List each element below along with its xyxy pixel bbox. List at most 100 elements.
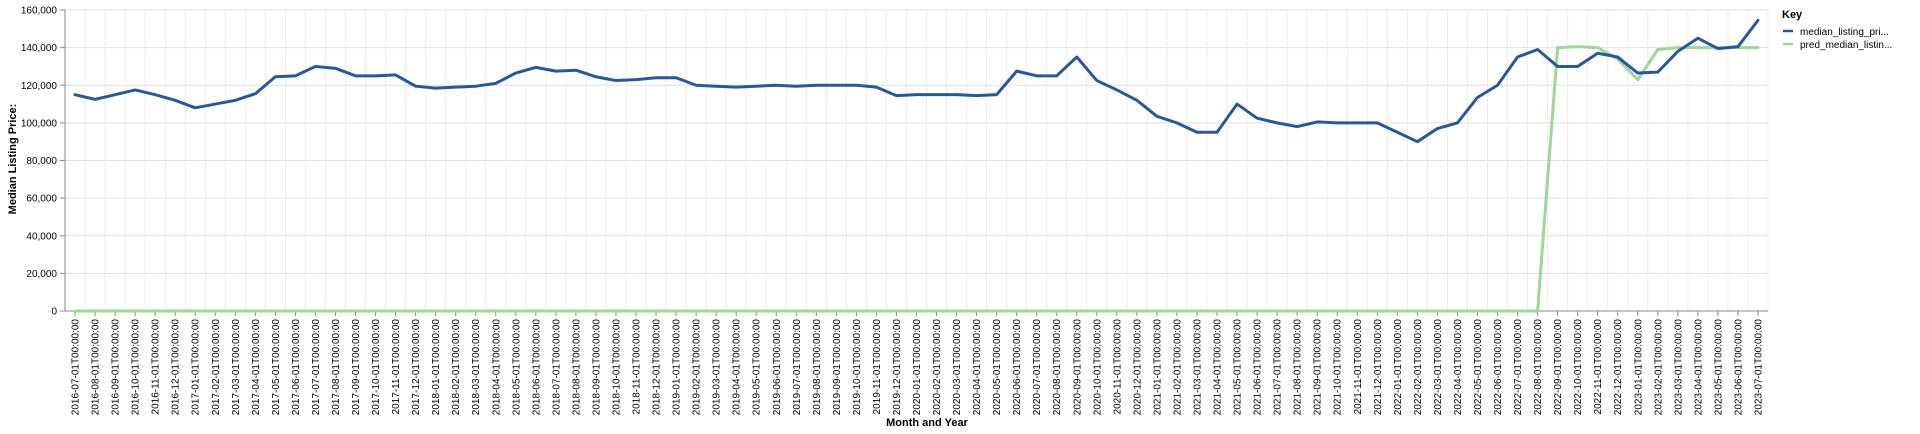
series-line-pred-median-listing-price xyxy=(73,45,1760,313)
series-lines xyxy=(73,18,1760,313)
x-tick-label: 2019-02-01T00:00:00 xyxy=(692,319,703,416)
x-tick-label: 2018-12-01T00:00:00 xyxy=(652,319,663,416)
x-tick-label: 2022-07-01T00:00:00 xyxy=(1513,319,1524,416)
x-tick-label: 2017-05-01T00:00:00 xyxy=(271,319,282,416)
x-tick-label: 2017-11-01T00:00:00 xyxy=(391,319,402,415)
x-tick-label: 2019-09-01T00:00:00 xyxy=(832,319,843,416)
x-tick-label: 2017-07-01T00:00:00 xyxy=(311,319,322,416)
x-tick-label: 2021-05-01T00:00:00 xyxy=(1233,319,1244,416)
x-tick-label: 2021-06-01T00:00:00 xyxy=(1253,319,1264,416)
legend-label-median-listing-price: median_listing_pri... xyxy=(1800,27,1889,38)
x-tick-label: 2016-12-01T00:00:00 xyxy=(171,319,182,416)
x-tick-label: 2019-05-01T00:00:00 xyxy=(752,319,763,416)
x-tick-label: 2018-10-01T00:00:00 xyxy=(611,319,622,416)
x-tick-label: 2023-01-01T00:00:00 xyxy=(1633,319,1644,416)
x-tick-label: 2020-07-01T00:00:00 xyxy=(1032,319,1043,416)
x-tick-label: 2021-09-01T00:00:00 xyxy=(1313,319,1324,416)
y-tick-label: 20,000 xyxy=(26,269,57,280)
x-tick-label: 2020-03-01T00:00:00 xyxy=(952,319,963,416)
x-tick-label: 2020-01-01T00:00:00 xyxy=(912,319,923,416)
x-tick-label: 2018-05-01T00:00:00 xyxy=(511,319,522,416)
x-tick-label: 2022-06-01T00:00:00 xyxy=(1493,319,1504,416)
x-tick-label: 2020-04-01T00:00:00 xyxy=(972,319,983,416)
x-tick-label: 2018-08-01T00:00:00 xyxy=(571,319,582,416)
x-tick-label: 2021-07-01T00:00:00 xyxy=(1273,319,1284,416)
x-tick-label: 2021-11-01T00:00:00 xyxy=(1353,319,1364,415)
x-tick-label: 2016-07-01T00:00:00 xyxy=(71,319,82,416)
x-tick-label: 2021-12-01T00:00:00 xyxy=(1373,319,1384,416)
x-tick-label: 2021-02-01T00:00:00 xyxy=(1172,319,1183,416)
x-tick-label: 2023-07-01T00:00:00 xyxy=(1753,319,1764,416)
x-tick-label: 2018-04-01T00:00:00 xyxy=(491,319,502,416)
x-tick-label: 2022-09-01T00:00:00 xyxy=(1553,319,1564,416)
x-tick-label: 2019-10-01T00:00:00 xyxy=(852,319,863,416)
x-tick-label: 2018-11-01T00:00:00 xyxy=(632,319,643,415)
x-tick-label: 2016-08-01T00:00:00 xyxy=(91,319,102,416)
x-tick-label: 2020-09-01T00:00:00 xyxy=(1072,319,1083,416)
x-tick-label: 2016-09-01T00:00:00 xyxy=(111,319,122,416)
x-tick-label: 2023-06-01T00:00:00 xyxy=(1733,319,1744,416)
y-tick-label: 140,000 xyxy=(21,43,58,54)
x-tick-label: 2017-06-01T00:00:00 xyxy=(291,319,302,416)
y-tick-label: 100,000 xyxy=(21,118,58,129)
x-tick-label: 2020-12-01T00:00:00 xyxy=(1132,319,1143,416)
y-tick-label: 120,000 xyxy=(21,81,58,92)
x-tick-label: 2019-08-01T00:00:00 xyxy=(812,319,823,416)
x-tick-label: 2016-11-01T00:00:00 xyxy=(151,319,162,415)
x-tick-label: 2017-09-01T00:00:00 xyxy=(351,319,362,416)
series-line-median-listing-price xyxy=(73,18,1760,144)
x-tick-label: 2019-04-01T00:00:00 xyxy=(732,319,743,416)
x-tick-label: 2022-08-01T00:00:00 xyxy=(1533,319,1544,416)
x-tick-label: 2022-03-01T00:00:00 xyxy=(1433,319,1444,416)
x-tick-label: 2019-01-01T00:00:00 xyxy=(672,319,683,416)
x-tick-label: 2018-02-01T00:00:00 xyxy=(451,319,462,416)
x-tick-label: 2020-08-01T00:00:00 xyxy=(1052,319,1063,416)
x-tick-label: 2017-03-01T00:00:00 xyxy=(231,319,242,416)
x-tick-label: 2018-01-01T00:00:00 xyxy=(431,319,442,416)
x-tick-label: 2018-09-01T00:00:00 xyxy=(591,319,602,416)
x-tick-label: 2019-07-01T00:00:00 xyxy=(792,319,803,416)
y-axis: 0 20,000 40,000 60,000 80,000 100,000 120,000 1… xyxy=(21,6,66,318)
x-tick-label: 2017-04-01T00:00:00 xyxy=(251,319,262,416)
x-tick-label: 2022-11-01T00:00:00 xyxy=(1593,319,1604,415)
x-tick-label: 2017-12-01T00:00:00 xyxy=(411,319,422,416)
x-tick-label: 2016-10-01T00:00:00 xyxy=(131,319,142,416)
y-tick-label: 160,000 xyxy=(21,6,58,17)
x-tick-label: 2018-06-01T00:00:00 xyxy=(531,319,542,416)
x-tick-label: 2023-05-01T00:00:00 xyxy=(1713,319,1724,416)
x-tick-label: 2021-08-01T00:00:00 xyxy=(1293,319,1304,416)
x-tick-label: 2018-03-01T00:00:00 xyxy=(471,319,482,416)
x-tick-label: 2020-06-01T00:00:00 xyxy=(1012,319,1023,416)
y-tick-label: 40,000 xyxy=(26,231,57,242)
x-tick-label: 2017-01-01T00:00:00 xyxy=(191,319,202,416)
x-tick-label: 2021-03-01T00:00:00 xyxy=(1192,319,1203,416)
x-tick-label: 2019-11-01T00:00:00 xyxy=(872,319,883,415)
x-tick-label: 2023-02-01T00:00:00 xyxy=(1653,319,1664,416)
x-tick-label: 2020-05-01T00:00:00 xyxy=(992,319,1003,416)
x-tick-label: 2017-10-01T00:00:00 xyxy=(371,319,382,416)
x-tick-label: 2022-05-01T00:00:00 xyxy=(1473,319,1484,416)
legend-title: Key xyxy=(1782,9,1803,21)
x-tick-label: 2021-10-01T00:00:00 xyxy=(1333,319,1344,416)
x-tick-label: 2018-07-01T00:00:00 xyxy=(551,319,562,416)
y-axis-title: Median Listing Price: xyxy=(7,104,19,215)
gridlines xyxy=(64,9,1769,312)
x-tick-label: 2019-06-01T00:00:00 xyxy=(772,319,783,416)
x-tick-label: 2017-02-01T00:00:00 xyxy=(211,319,222,416)
x-tick-label: 2017-08-01T00:00:00 xyxy=(331,319,342,416)
x-tick-label: 2023-04-01T00:00:00 xyxy=(1693,319,1704,416)
x-tick-label: 2023-03-01T00:00:00 xyxy=(1673,319,1684,416)
y-tick-label: 0 xyxy=(51,307,57,318)
x-tick-label: 2020-11-01T00:00:00 xyxy=(1112,319,1123,415)
x-tick-label: 2021-01-01T00:00:00 xyxy=(1152,319,1163,416)
x-tick-label: 2020-10-01T00:00:00 xyxy=(1092,319,1103,416)
x-tick-label: 2022-12-01T00:00:00 xyxy=(1613,319,1624,416)
x-tick-label: 2021-04-01T00:00:00 xyxy=(1213,319,1224,416)
x-tick-label: 2019-03-01T00:00:00 xyxy=(712,319,723,416)
y-tick-label: 80,000 xyxy=(26,156,57,167)
legend: Key median_listing_pri... pred_median_li… xyxy=(1782,9,1892,51)
x-tick-label: 2022-10-01T00:00:00 xyxy=(1573,319,1584,416)
x-tick-label: 2019-12-01T00:00:00 xyxy=(892,319,903,416)
x-tick-label: 2022-04-01T00:00:00 xyxy=(1453,319,1464,416)
